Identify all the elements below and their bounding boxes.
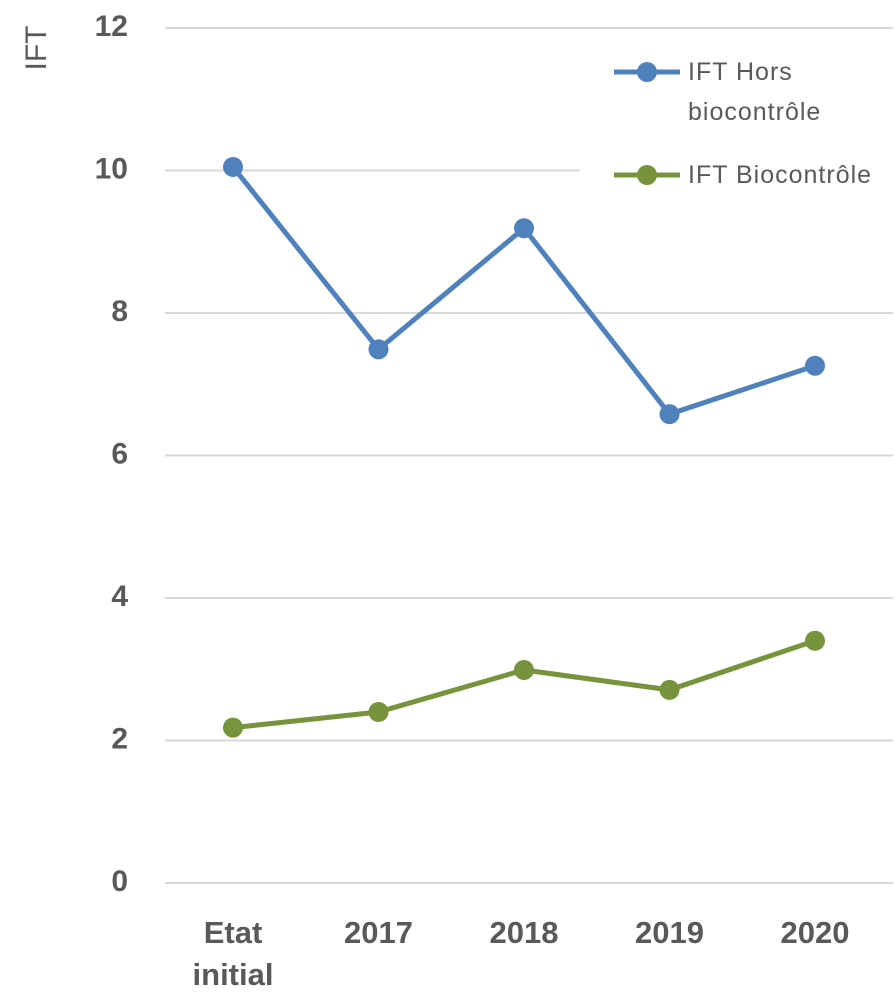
- x-tick-label: Etat initial: [192, 915, 274, 992]
- point: [223, 717, 243, 738]
- point: [805, 355, 825, 376]
- series-line: [232, 638, 816, 731]
- y-tick-label: 4: [111, 580, 128, 613]
- y-axis-label: IFT: [20, 26, 53, 71]
- x-tick-label: 2018: [489, 915, 559, 950]
- point: [805, 630, 825, 651]
- x-tick-label: 2020: [780, 915, 850, 950]
- x-tick-label: 2017: [344, 915, 413, 950]
- y-tick-label: 10: [95, 152, 128, 185]
- y-tick-label: 2: [111, 722, 128, 755]
- point: [368, 339, 389, 360]
- legend-label: IFT Hors biocontrôle: [688, 58, 822, 126]
- y-tick-label: 0: [111, 865, 128, 898]
- point: [514, 659, 534, 680]
- y-tick-label: 8: [111, 295, 128, 328]
- point: [514, 218, 534, 239]
- legend-marker: [637, 62, 657, 82]
- legend-marker: [637, 165, 657, 185]
- y-tick-label: 6: [111, 437, 128, 470]
- series-line: [231, 165, 816, 418]
- x-tick-label: 2019: [635, 915, 704, 950]
- point: [659, 679, 680, 700]
- y-tick-label: 12: [95, 10, 128, 43]
- point: [223, 156, 243, 177]
- legend-label: IFT Biocontrôle: [688, 161, 873, 189]
- point: [659, 404, 680, 425]
- point: [368, 702, 389, 722]
